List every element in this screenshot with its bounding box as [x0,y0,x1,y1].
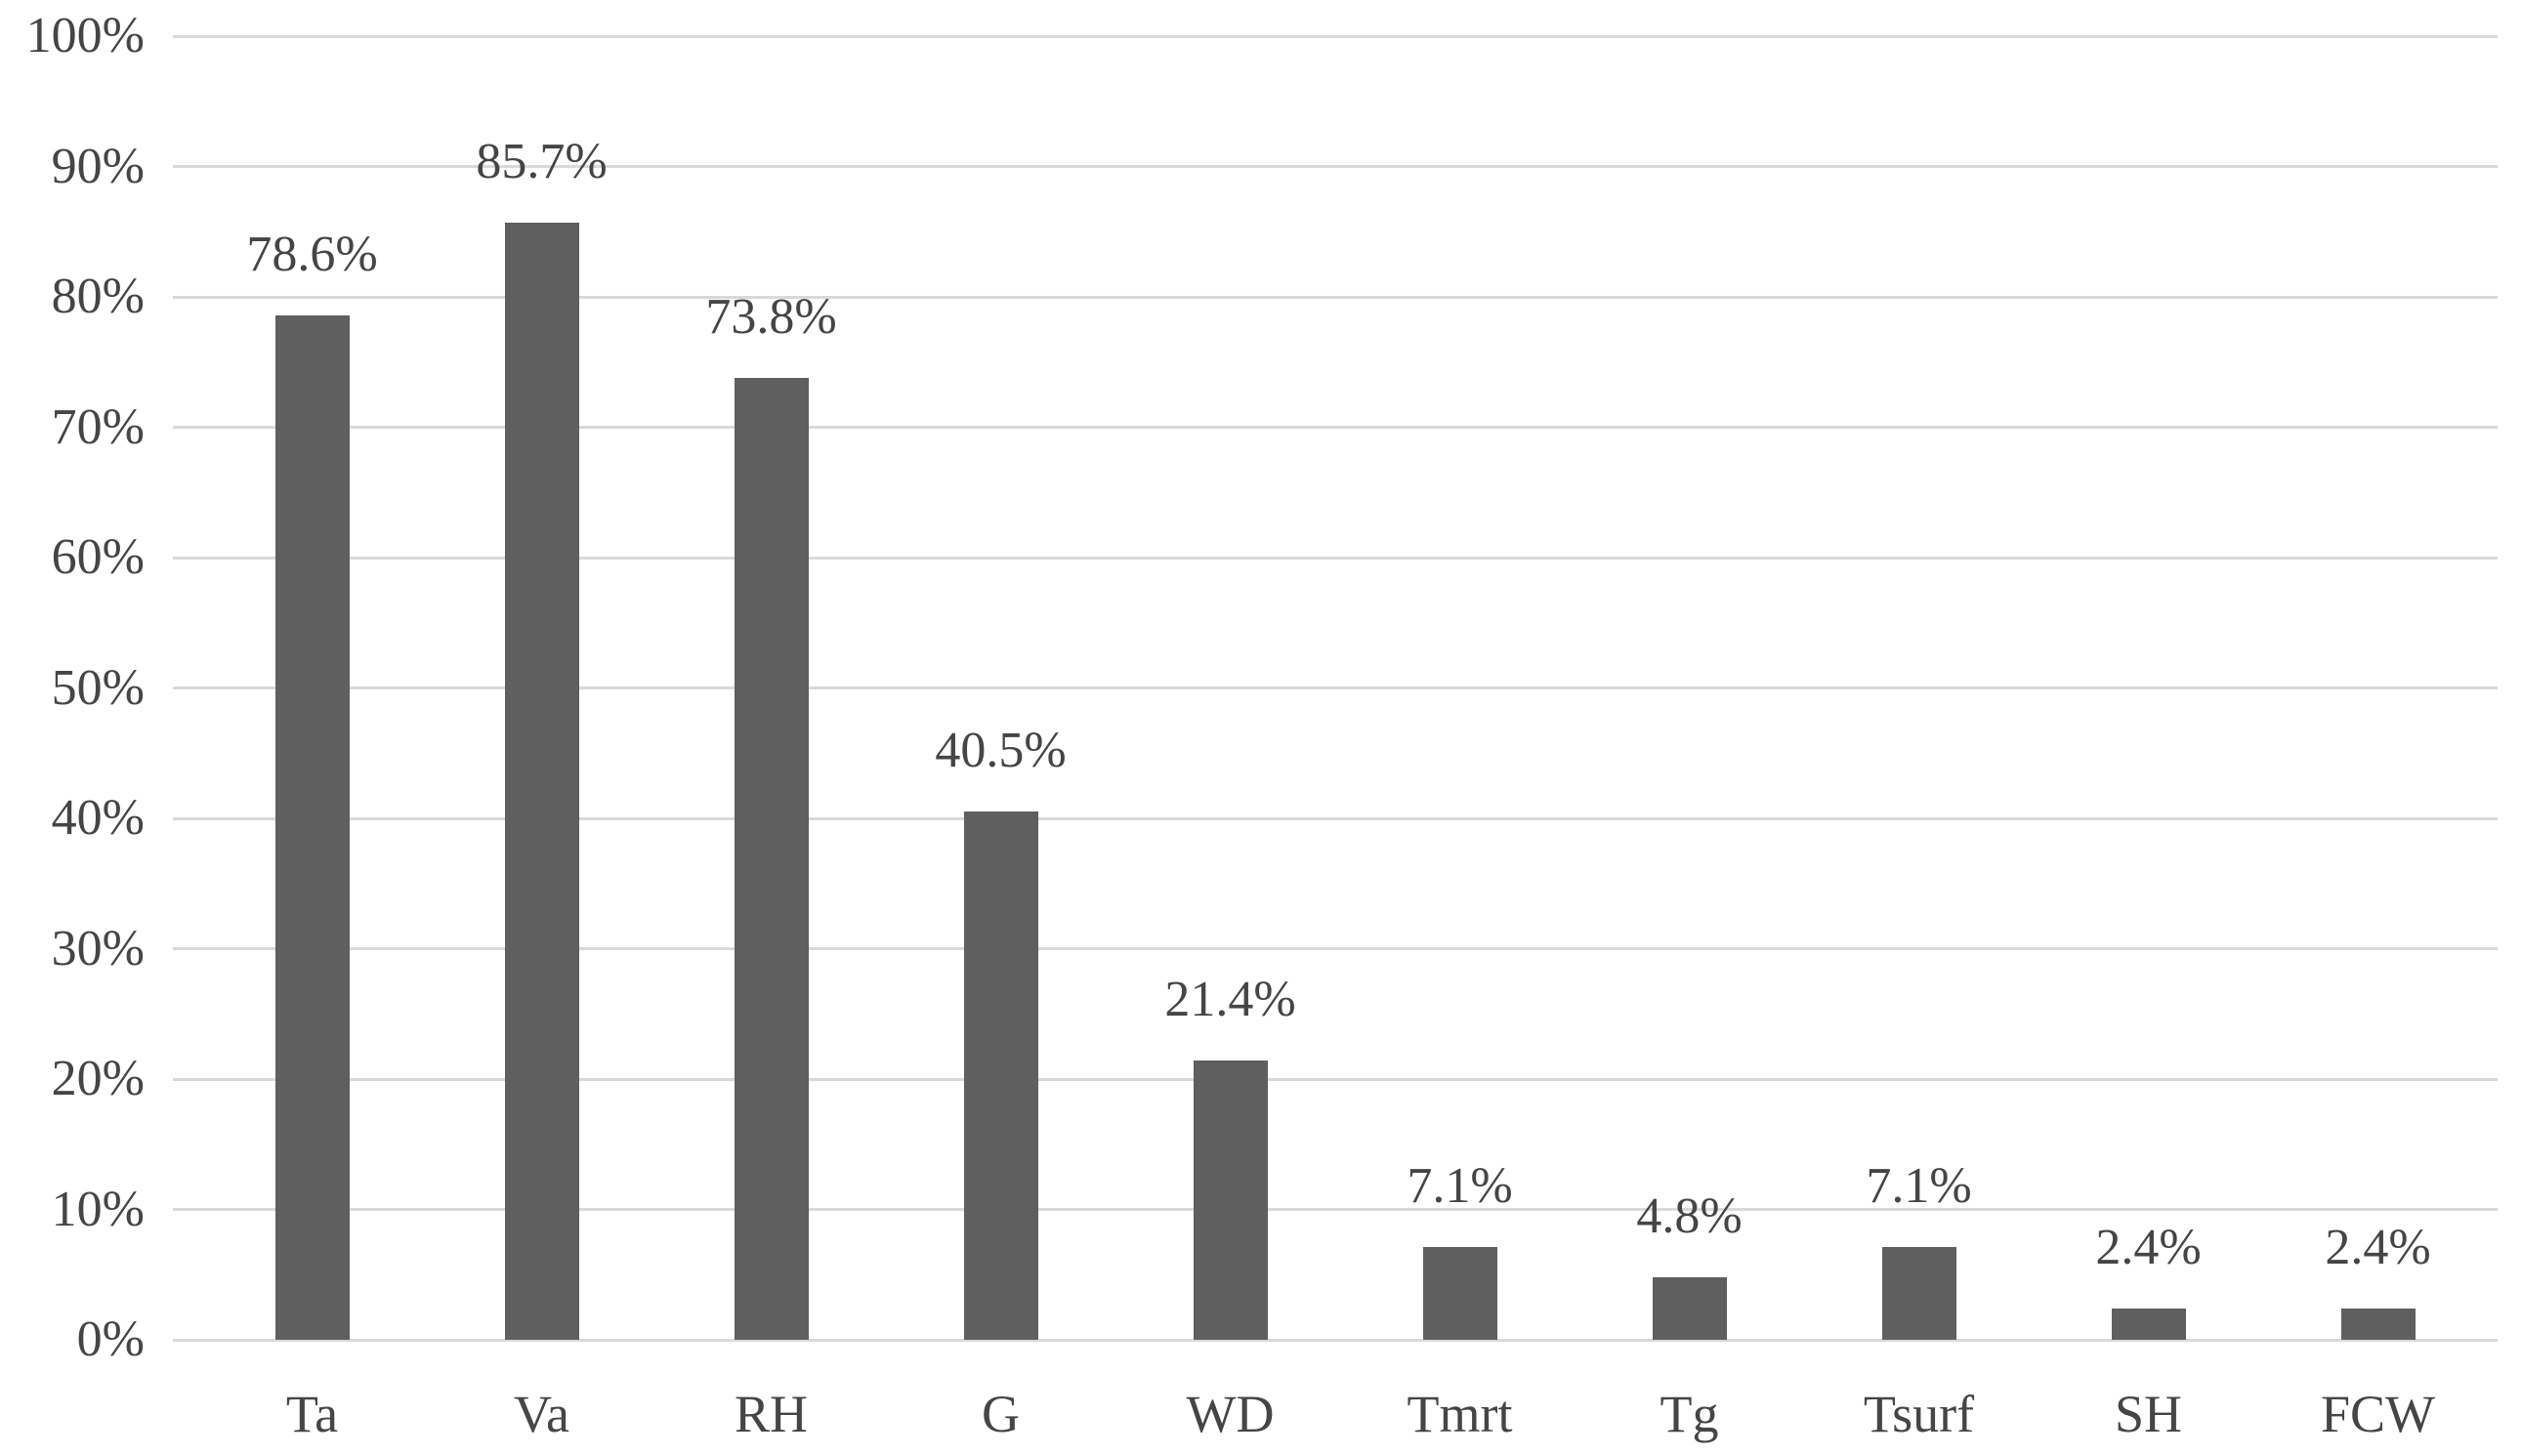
bar-value-label: 4.8% [1636,1187,1743,1244]
bar-value-label: 2.4% [2325,1219,2431,1275]
gridline [173,1077,2498,1081]
bar-Tg [1652,1276,1727,1340]
y-axis-tick-labels: 0% 10% 20% 30% 40% 50% 60% 70% 80% 90% 100% [0,0,156,1456]
plot-area [173,34,2498,1342]
y-tick-label: 40% [51,790,145,846]
x-tick-label: Va [514,1385,569,1443]
y-tick-label: 30% [51,920,145,977]
x-tick-label: Ta [285,1385,339,1443]
x-axis-tick-labels: Ta Va RH G WD Tmrt Tg Tsurf SH FCW [197,1387,2493,1455]
gridline [173,947,2498,950]
x-tick-label: Tg [1660,1385,1719,1443]
bar-G [963,811,1038,1340]
bars-layer: 78.6% 85.7% 73.8% 40.5% 21.4% 7.1% 4.8% 7.1% 2.4… [197,36,2493,1340]
bar-value-label: 78.6% [246,226,378,282]
gridline [173,816,2498,820]
bar-Tsurf [1881,1247,1956,1340]
y-tick-label: 60% [51,529,145,585]
x-tick-label: RH [734,1385,808,1443]
bar-Tmrt [1422,1247,1497,1340]
bar-FCW [2340,1308,2416,1340]
y-tick-label: 10% [51,1181,145,1237]
x-tick-label: G [982,1385,1020,1443]
bar-value-label: 2.4% [2095,1219,2202,1275]
gridline [173,34,2498,38]
x-tick-label: WD [1186,1385,1275,1443]
gridline [173,556,2498,560]
y-tick-label: 100% [25,8,145,63]
gridline [173,295,2498,299]
bar-value-label: 73.8% [705,288,837,345]
gridline [173,686,2498,689]
y-tick-label: 50% [51,659,145,716]
bar-value-label: 7.1% [1407,1158,1513,1215]
x-tick-label: FCW [2320,1385,2436,1443]
gridline [173,426,2498,429]
gridline [173,1338,2498,1342]
y-tick-label: 0% [76,1311,145,1367]
x-tick-label: Tmrt [1407,1385,1513,1443]
bar-Ta [274,314,350,1340]
y-tick-label: 20% [51,1051,145,1106]
bar-SH [2111,1308,2186,1340]
x-tick-label: Tsurf [1863,1385,1975,1443]
y-tick-label: 90% [51,138,145,194]
bar-Va [504,222,579,1340]
y-tick-label: 80% [51,269,145,324]
gridline [173,1208,2498,1211]
bar-value-label: 7.1% [1866,1158,1972,1215]
bar-value-label: 21.4% [1164,972,1296,1028]
x-tick-label: SH [2114,1385,2183,1443]
bar-value-label: 85.7% [476,133,608,189]
bar-WD [1193,1061,1268,1340]
gridline [173,165,2498,168]
y-tick-label: 70% [51,398,145,455]
bar-RH [734,377,809,1340]
bar-value-label: 40.5% [935,723,1067,779]
